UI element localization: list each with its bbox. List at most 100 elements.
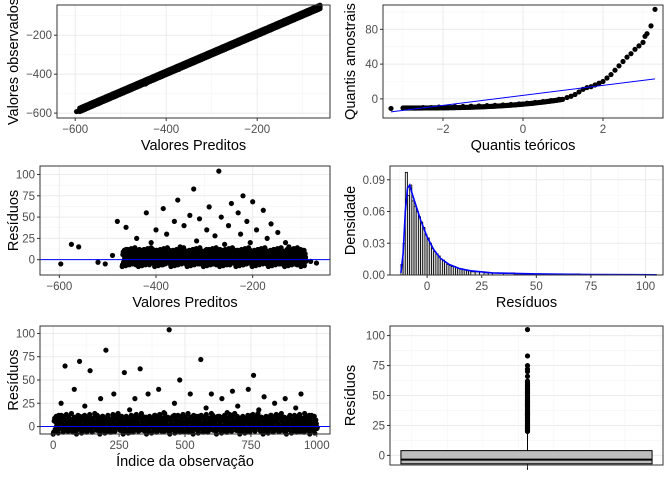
data-point — [250, 199, 256, 205]
y-tick-label: 100 — [16, 328, 35, 340]
data-point — [137, 366, 143, 372]
data-point — [286, 426, 292, 432]
data-marks — [400, 326, 653, 470]
density-curve — [400, 183, 657, 276]
x-axis: 0 25 50 75 100 — [424, 275, 655, 293]
data-point — [208, 391, 214, 397]
x-tick-label: −600 — [46, 281, 72, 293]
data-point — [224, 429, 230, 435]
data-point — [245, 386, 251, 392]
data-point — [272, 400, 278, 406]
x-axis-title: Resíduos — [496, 295, 557, 311]
data-point — [240, 193, 246, 199]
x-tick-label: 500 — [175, 440, 194, 452]
data-marks — [40, 168, 330, 270]
x-axis-title: Valores Preditos — [141, 138, 246, 154]
data-point — [171, 400, 178, 406]
data-point — [260, 207, 266, 213]
data-point — [244, 218, 250, 224]
data-marks — [73, 2, 323, 115]
data-point — [115, 410, 121, 417]
data-point — [103, 347, 109, 353]
data-point — [194, 238, 200, 244]
data-point — [132, 396, 138, 402]
y-tick-label: −600 — [26, 108, 52, 120]
x-axis-title: Valores Preditos — [132, 295, 237, 311]
y-tick-label: 75 — [22, 191, 35, 203]
y-tick-label: 25 — [22, 233, 35, 245]
data-point — [225, 223, 232, 229]
y-tick-label: 0.03 — [363, 238, 385, 250]
y-tick-label: −400 — [26, 69, 52, 81]
x-axis: 0 250 500 750 1000 — [50, 434, 330, 452]
data-point — [95, 259, 101, 265]
outlier-point — [524, 362, 531, 369]
data-point — [229, 428, 235, 434]
data-point — [206, 204, 212, 210]
outlier-point — [524, 379, 531, 386]
data-point — [219, 396, 225, 402]
y-axis: 0 25 50 75 100 — [16, 170, 40, 267]
y-tick-label: 75 — [22, 352, 35, 364]
data-point — [118, 427, 124, 433]
data-point — [153, 227, 159, 233]
x-tick-label: −400 — [153, 124, 179, 136]
data-point — [568, 93, 574, 99]
data-point — [218, 214, 224, 220]
y-tick-label: 0 — [29, 422, 35, 434]
y-axis-title: Quantis amostrais — [343, 3, 359, 120]
data-point — [264, 235, 270, 241]
data-point — [221, 412, 228, 418]
y-axis-title: Resíduos — [6, 190, 22, 251]
data-point — [121, 369, 127, 376]
data-point — [164, 231, 170, 237]
y-axis: 0 25 50 75 100 — [16, 328, 40, 434]
data-point — [185, 410, 191, 417]
data-point — [68, 410, 75, 417]
x-tick-label: 25 — [475, 281, 488, 293]
y-tick-label: 80 — [365, 24, 378, 36]
data-point — [187, 391, 193, 397]
x-tick-label: 750 — [241, 440, 260, 452]
data-point — [600, 78, 606, 85]
x-tick-label: 50 — [530, 281, 543, 293]
data-point — [632, 46, 638, 52]
data-marks — [388, 6, 658, 113]
y-tick-label: 25 — [372, 420, 385, 432]
x-tick-label: −200 — [240, 281, 266, 293]
data-point — [636, 43, 642, 49]
data-point — [253, 227, 260, 233]
x-tick-label: 0 — [520, 124, 526, 136]
y-tick-label: 0.06 — [363, 207, 385, 219]
x-tick-label: 250 — [109, 440, 128, 452]
data-point — [572, 91, 578, 98]
panel-border — [389, 165, 664, 276]
data-point — [166, 327, 172, 333]
data-point — [268, 221, 274, 227]
data-point — [71, 386, 77, 392]
data-point — [58, 400, 64, 406]
data-point — [240, 413, 246, 419]
y-tick-label: −200 — [26, 30, 52, 42]
data-point — [302, 410, 308, 417]
data-point — [388, 105, 394, 112]
y-axis-title: Resíduos — [343, 365, 359, 426]
x-tick-label: −600 — [62, 124, 88, 136]
data-point — [235, 210, 241, 216]
y-tick-label: 0 — [372, 94, 378, 106]
data-point — [171, 218, 177, 224]
data-point — [596, 80, 602, 86]
data-marks — [40, 327, 330, 437]
data-point — [255, 410, 261, 417]
y-axis-title: Resíduos — [6, 349, 22, 410]
data-point — [303, 257, 309, 264]
panel-boxplot: 0 25 50 75 100 Resíduos — [343, 325, 664, 470]
data-point — [87, 411, 93, 418]
data-point — [234, 427, 240, 433]
y-tick-label: 50 — [22, 212, 35, 224]
y-axis: 0 40 80 — [365, 24, 383, 106]
data-point — [89, 429, 95, 435]
y-tick-label: 25 — [22, 398, 35, 410]
data-point — [216, 168, 222, 174]
